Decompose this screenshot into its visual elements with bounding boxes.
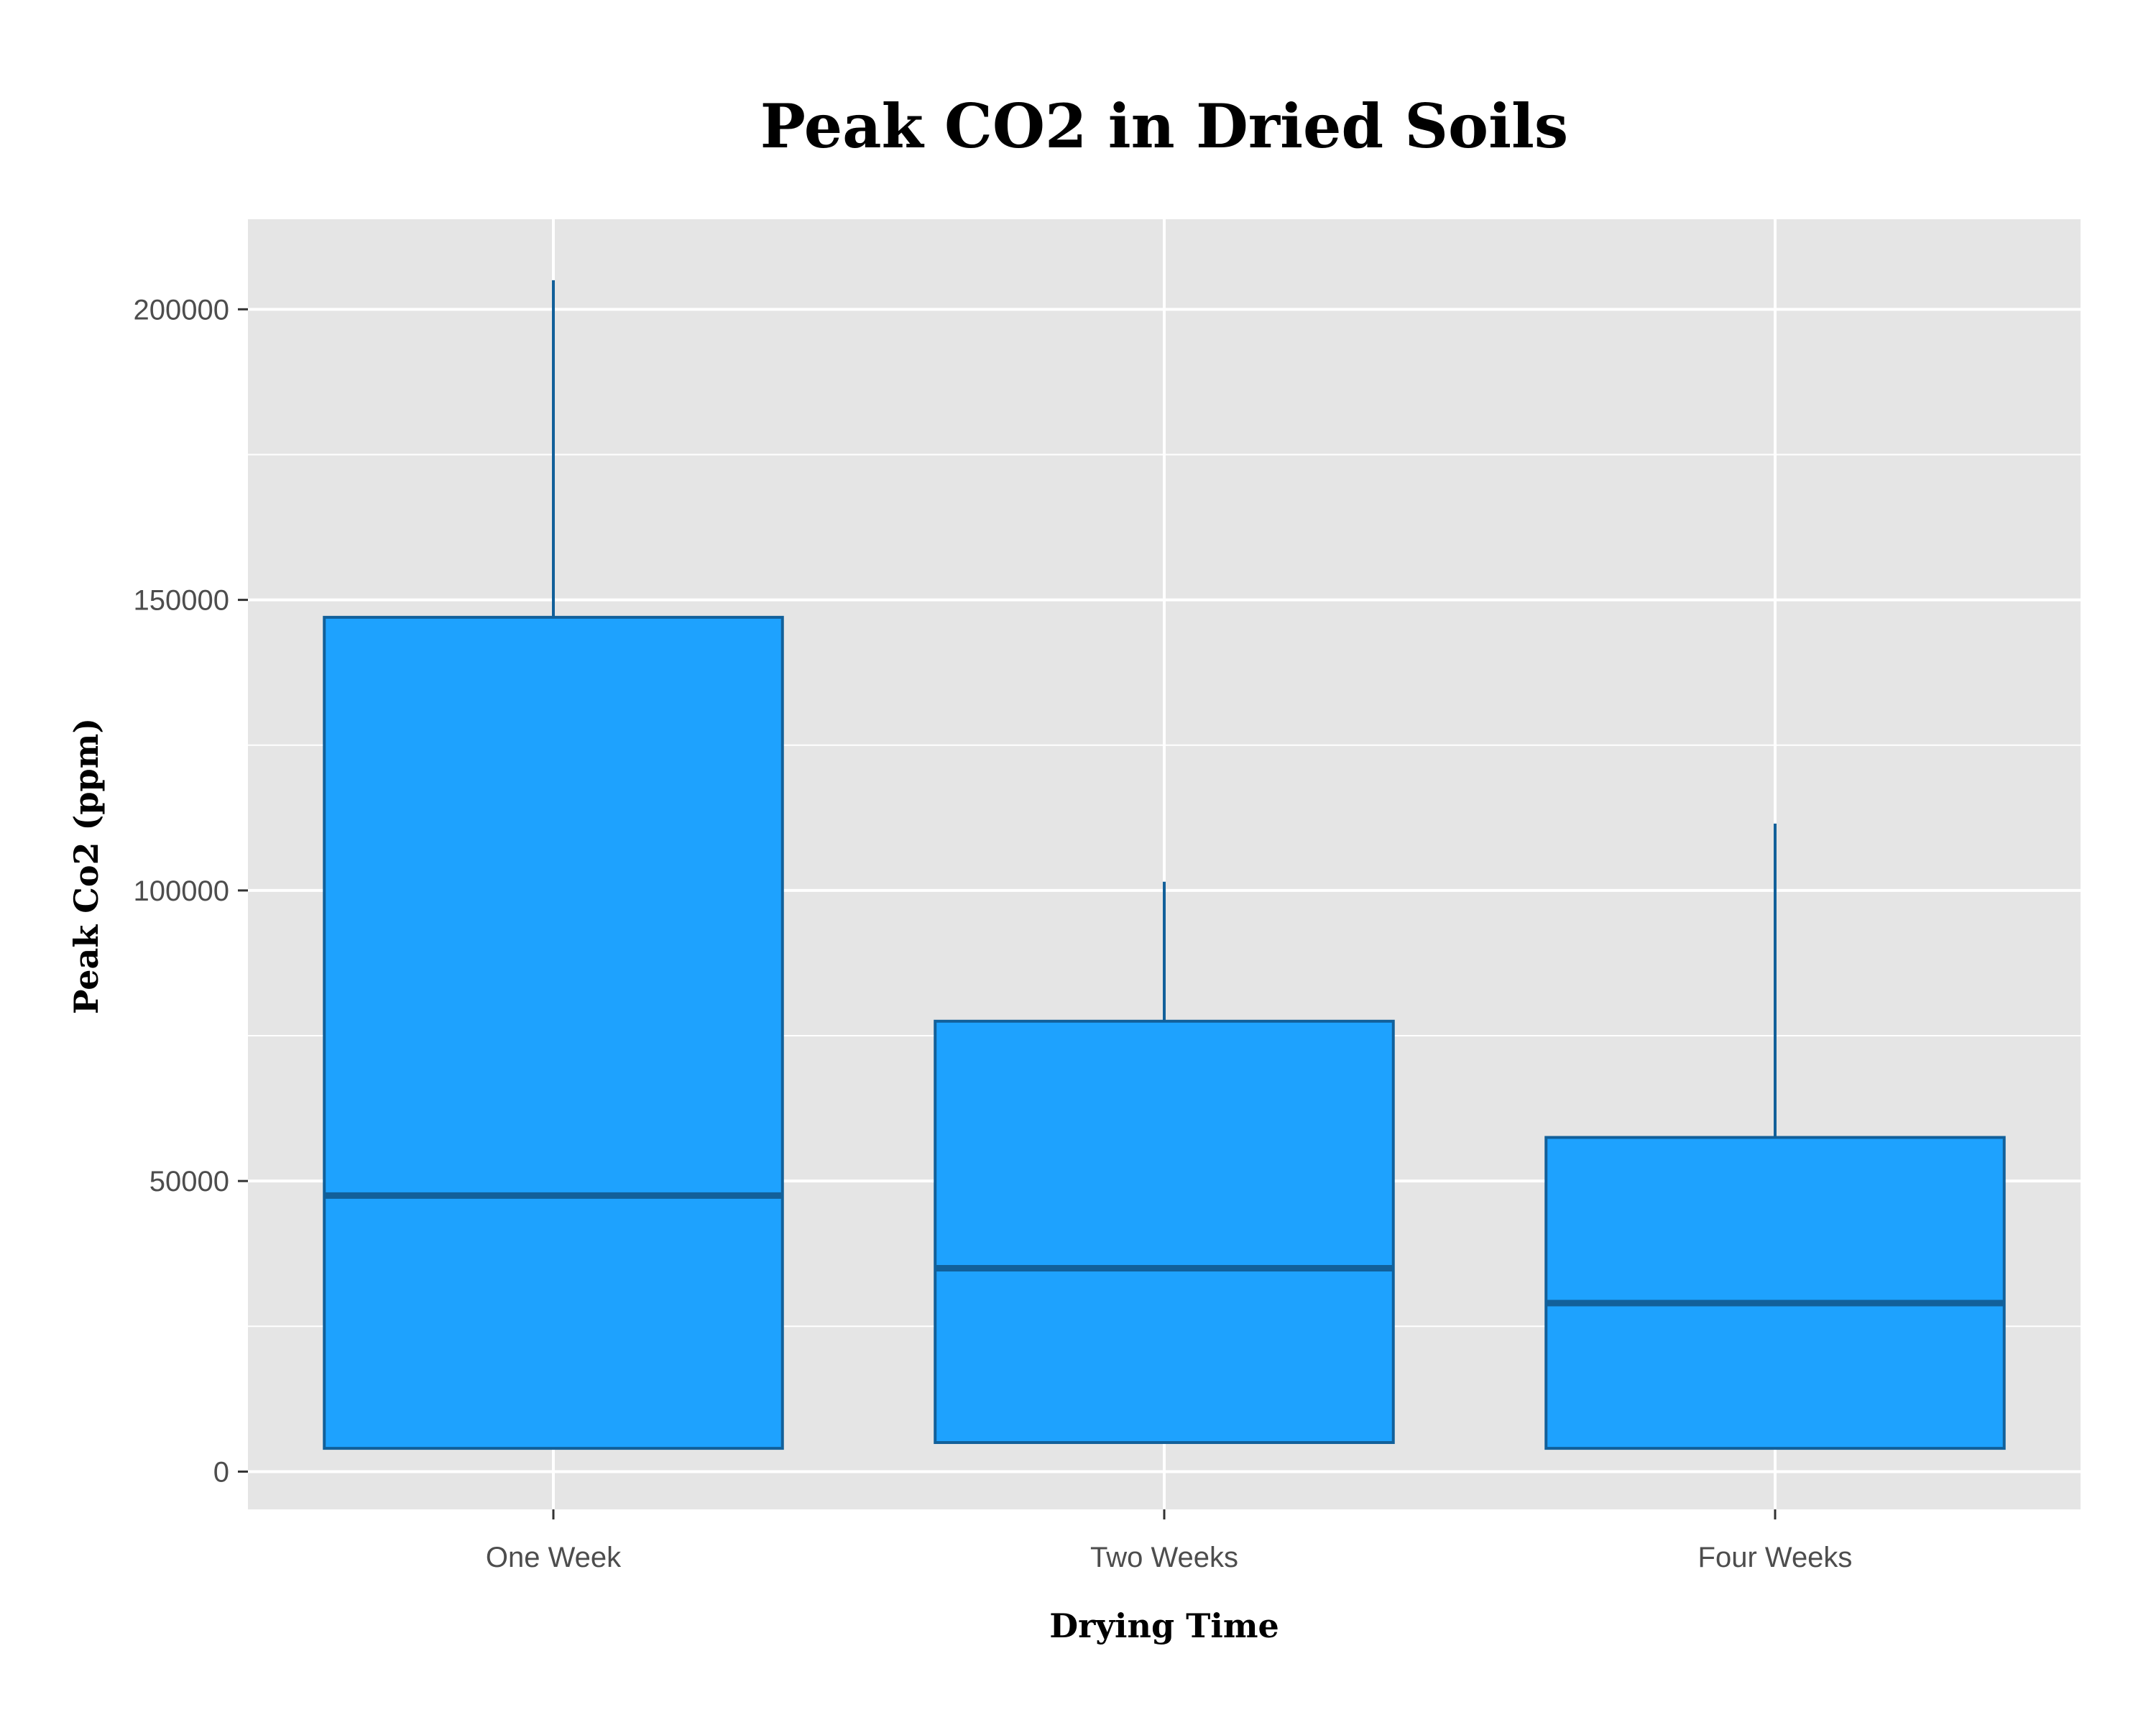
box-body — [323, 615, 784, 1450]
x-axis-title: Drying Time — [1049, 1606, 1279, 1645]
x-tick-label: Four Weeks — [1698, 1542, 1853, 1573]
box-four-weeks — [1544, 823, 2006, 1450]
y-tick-label: 150000 — [134, 585, 229, 617]
box-one-week — [323, 280, 784, 1450]
y-tick-label: 50000 — [149, 1166, 229, 1197]
y-tick-label: 0 — [213, 1456, 229, 1488]
y-axis-title: Peak Co2 (ppm) — [67, 718, 106, 1014]
y-tick-label: 200000 — [134, 294, 229, 326]
x-tick-label: One Week — [486, 1542, 622, 1573]
chart-title: Peak CO2 in Dried Soils — [760, 91, 1568, 162]
box-two-weeks — [934, 881, 1395, 1445]
box-body — [1544, 1136, 2006, 1450]
plot-area: 0 50000 100000 150000 200000 One Week Two Week… — [134, 219, 2081, 1573]
y-tick-label: 100000 — [134, 875, 229, 907]
box-body — [934, 1019, 1395, 1445]
x-tick-label: Two Weeks — [1090, 1542, 1238, 1573]
